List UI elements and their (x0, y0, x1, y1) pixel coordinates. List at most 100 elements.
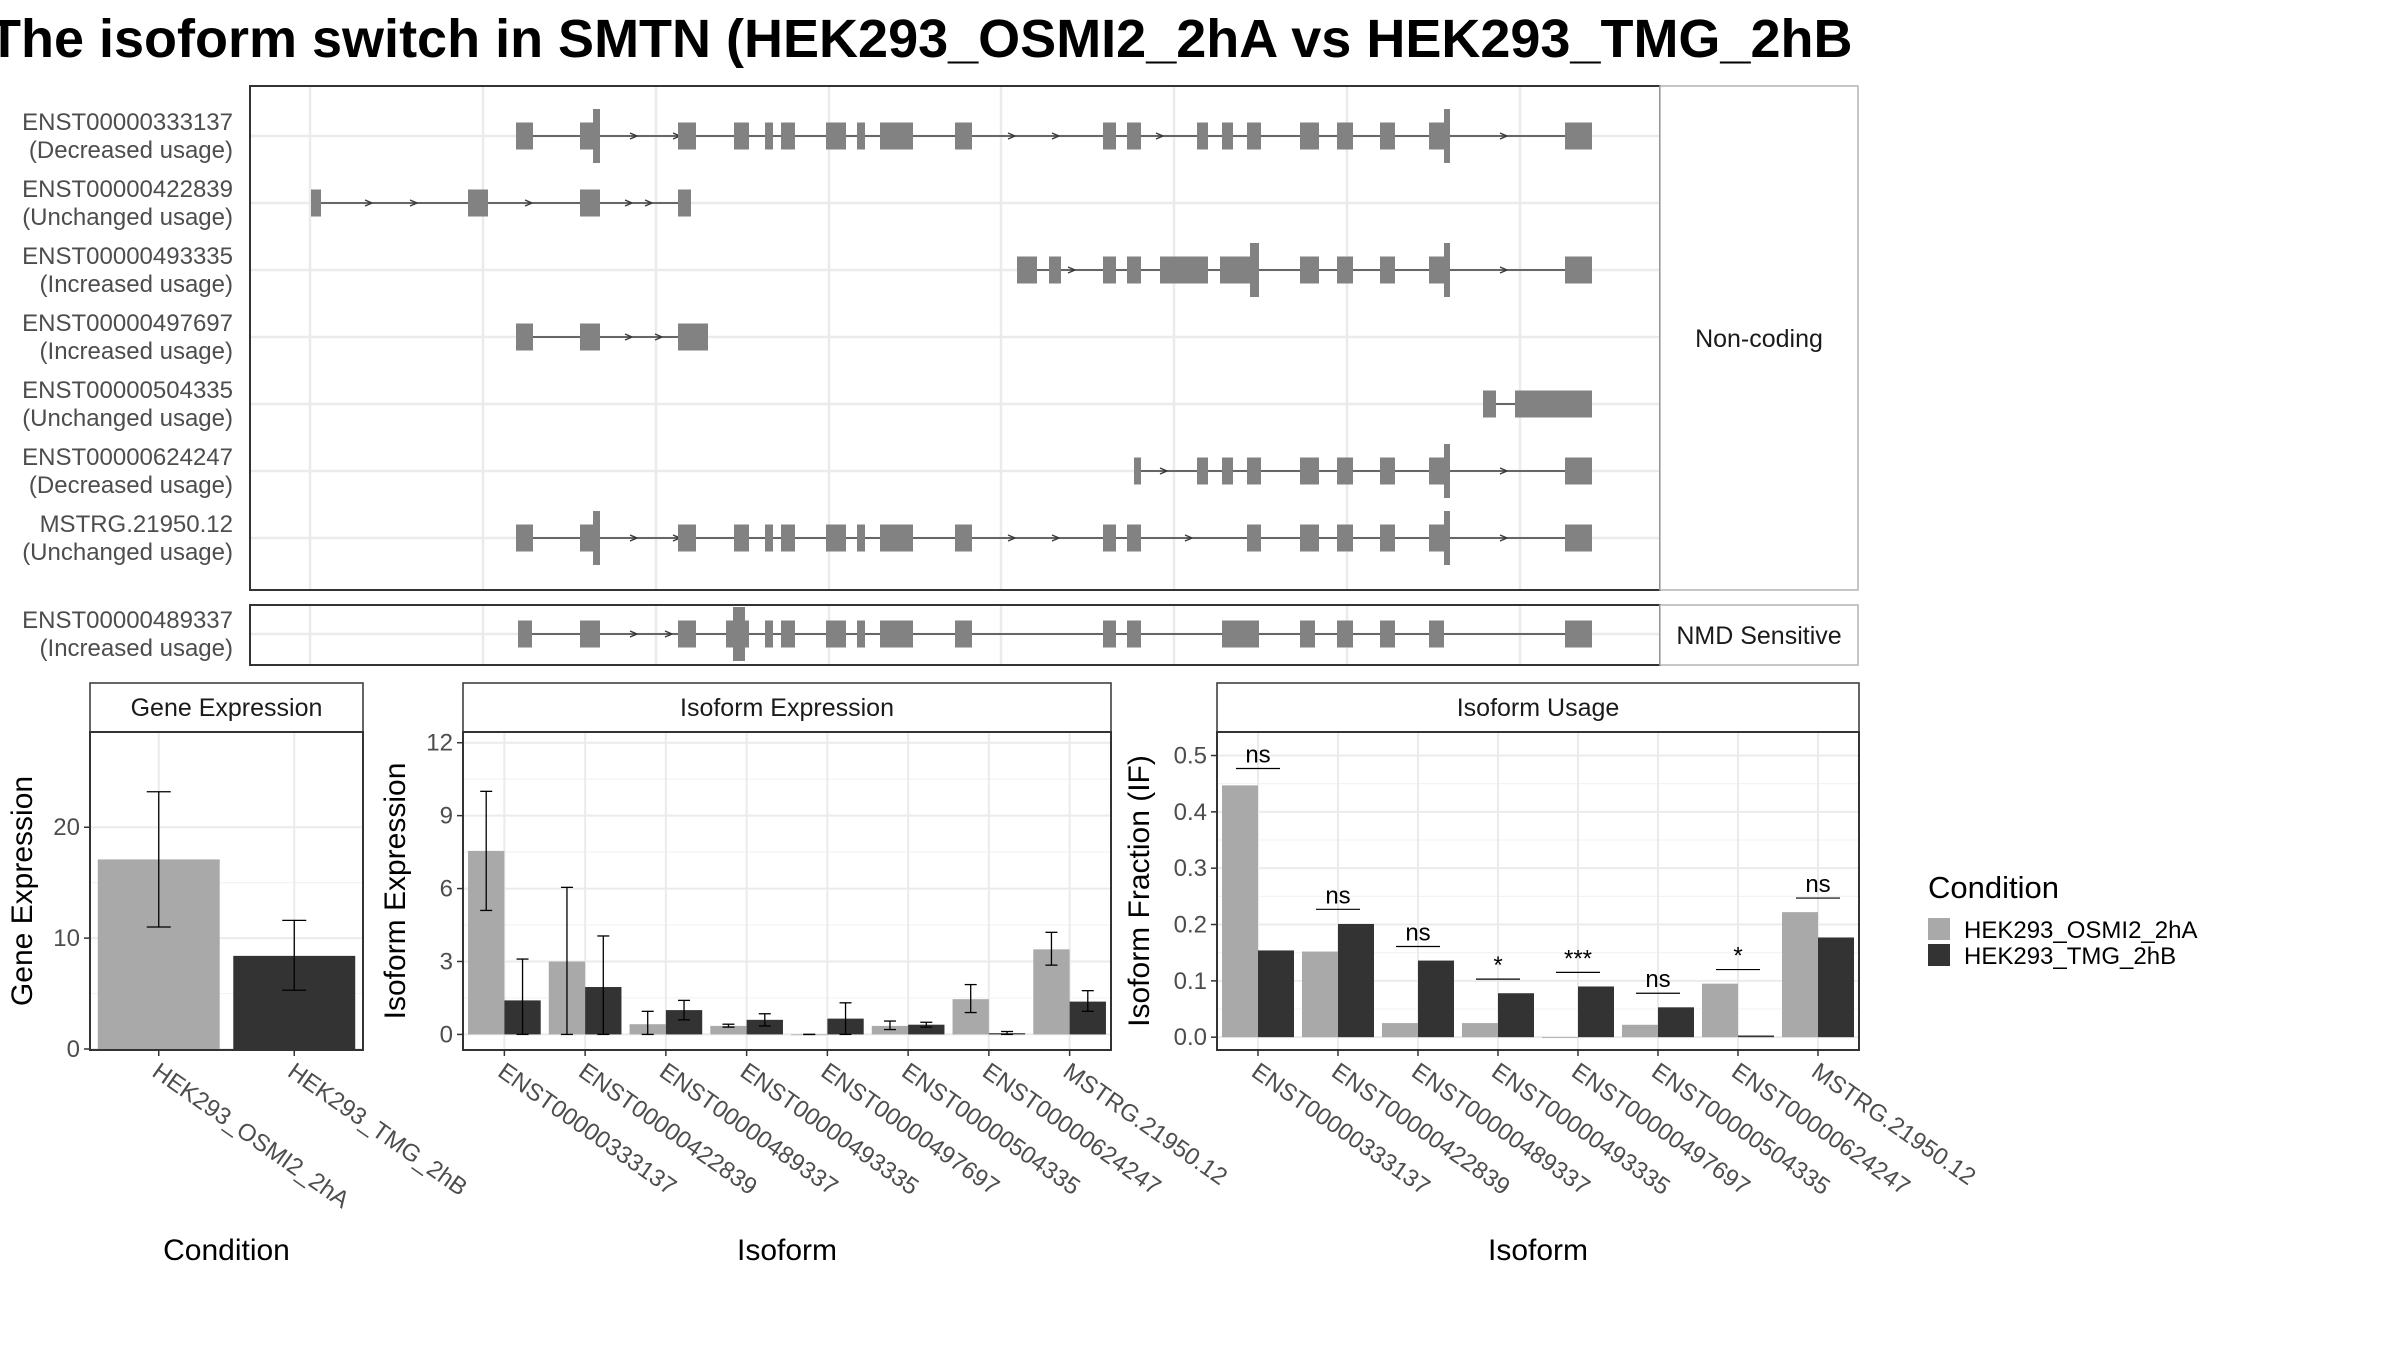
exon (1222, 457, 1233, 485)
exon (311, 189, 321, 217)
exon (1300, 256, 1319, 284)
transcript-model (1483, 390, 1592, 418)
exon (1429, 457, 1444, 485)
exon (1380, 524, 1395, 552)
transcript-model (1134, 444, 1592, 498)
exon (857, 122, 865, 150)
y-tick-label: 0.1 (1174, 968, 1207, 995)
exon (678, 620, 696, 648)
transcript-labels: ENST00000333137(Decreased usage)ENST0000… (22, 109, 233, 662)
exon (1565, 122, 1592, 150)
exon (1429, 256, 1444, 284)
intron-arrow (664, 630, 674, 638)
exon (1300, 457, 1319, 485)
transcript-model (311, 189, 691, 217)
exon (678, 323, 708, 351)
y-tick-label: 0.0 (1174, 1024, 1207, 1051)
exon (1160, 256, 1208, 284)
exon (593, 109, 600, 163)
intron-arrow (1499, 534, 1509, 542)
exon (1429, 524, 1444, 552)
transcript-id: ENST00000422839 (22, 176, 233, 203)
exon (580, 620, 600, 648)
transcript-usage: (Decreased usage) (29, 472, 233, 499)
gene-expression-frame (89, 731, 364, 1051)
transcript-structure-plot: ENST00000333137(Decreased usage)ENST0000… (22, 85, 1859, 666)
exon (726, 620, 733, 648)
exon (1483, 390, 1496, 418)
isoform-usage-strip (1216, 682, 1860, 733)
exon (781, 122, 795, 150)
exon (1197, 122, 1208, 150)
facet-label-noncoding: Non-coding (1695, 325, 1823, 353)
exon (1127, 256, 1141, 284)
exon (1049, 256, 1061, 284)
transcript-id: ENST00000489337 (22, 607, 233, 634)
bar (908, 1024, 945, 1035)
significance-label: *** (1564, 945, 1592, 972)
transcript-usage: (Increased usage) (40, 338, 233, 365)
transcript-model (516, 511, 1592, 565)
exon (857, 620, 865, 648)
exon (1429, 122, 1444, 150)
exon (1515, 390, 1592, 418)
bar (1542, 1037, 1578, 1038)
intron-arrow (1067, 266, 1077, 274)
exon (1444, 511, 1450, 565)
transcript-id: ENST00000624247 (22, 444, 233, 471)
exon (1380, 457, 1395, 485)
isoform-expression-panel: Isoform Expression 036912ENST00000333137… (379, 682, 1232, 1267)
bar (710, 1025, 747, 1035)
bar (1818, 937, 1854, 1038)
exon (1380, 620, 1395, 648)
exon (1444, 243, 1450, 297)
exon (678, 524, 696, 552)
intron-arrow (624, 199, 634, 207)
exon (1565, 457, 1592, 485)
isoform-usage-frame (1216, 731, 1860, 1051)
exon (1300, 524, 1319, 552)
bar (1302, 951, 1338, 1038)
exon (678, 122, 696, 150)
exon (1127, 620, 1141, 648)
intron-arrow (1155, 132, 1165, 140)
bar (1738, 1035, 1774, 1038)
legend-key-cond1 (1928, 918, 1950, 940)
exon (1103, 524, 1116, 552)
exon (955, 122, 972, 150)
isoform-expression-strip (462, 682, 1112, 733)
exon (880, 122, 913, 150)
bar (1658, 1007, 1694, 1038)
gene-expression-x-title: Condition (163, 1234, 290, 1267)
exon (1565, 620, 1592, 648)
exon (1134, 457, 1141, 485)
intron-arrow (364, 199, 374, 207)
transcript-usage: (Decreased usage) (29, 137, 233, 164)
transcript-usage: (Increased usage) (40, 635, 233, 662)
intron-arrow (629, 630, 639, 638)
isoform-expression-x-title: Isoform (737, 1234, 837, 1267)
y-tick-label: 0 (67, 1036, 80, 1063)
transcript-usage: (Unchanged usage) (22, 539, 233, 566)
transcript-usage: (Increased usage) (40, 271, 233, 298)
legend-key-cond2 (1928, 944, 1950, 966)
exon (516, 122, 533, 150)
legend-title: Condition (1928, 870, 2059, 905)
intron-arrow (644, 199, 654, 207)
exon (733, 607, 745, 661)
y-tick-label: 20 (53, 814, 80, 841)
y-tick-label: 0 (440, 1021, 453, 1048)
bar (1418, 960, 1454, 1038)
exon (518, 620, 532, 648)
exon (1444, 109, 1450, 163)
bar (1622, 1024, 1658, 1038)
transcript-id: ENST00000493335 (22, 243, 233, 270)
exon (955, 524, 972, 552)
exon (678, 189, 691, 217)
exon (580, 189, 600, 217)
exon (593, 511, 600, 565)
exon (826, 620, 846, 648)
exon (826, 524, 846, 552)
bar (1338, 923, 1374, 1038)
